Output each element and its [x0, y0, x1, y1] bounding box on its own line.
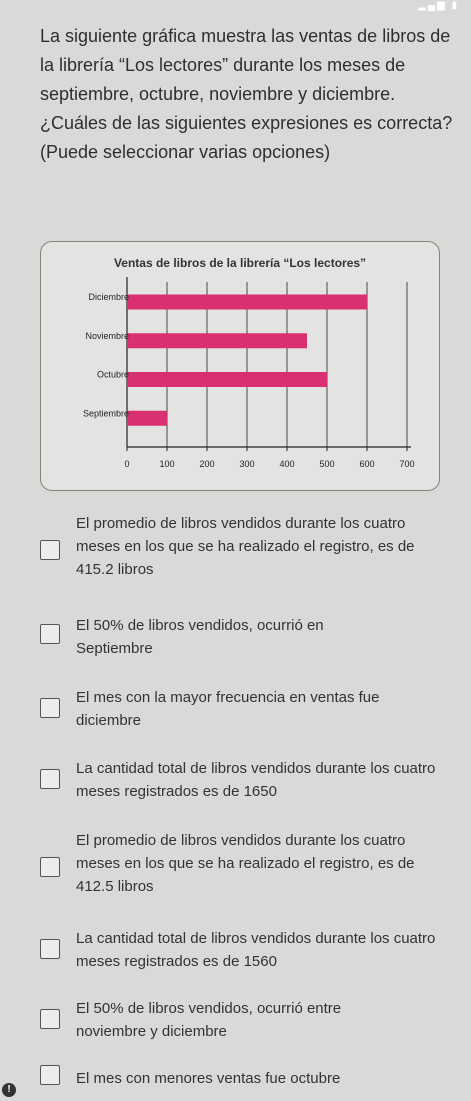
category-label: Octubre — [97, 370, 129, 380]
option-3-checkbox[interactable] — [40, 698, 60, 718]
bar-septiembre — [127, 410, 167, 426]
category-label: Septiembre — [83, 408, 129, 418]
option-6-checkbox[interactable] — [40, 939, 60, 959]
option-2-text: El 50% de libros vendidos, ocurrió en Se… — [76, 617, 324, 657]
category-label: Diciembre — [88, 292, 129, 302]
x-tick-label: 0 — [124, 459, 129, 469]
chart-title: Ventas de libros de la librería “Los lec… — [113, 256, 367, 270]
option-5-checkbox[interactable] — [40, 857, 60, 877]
option-2-checkbox[interactable] — [40, 624, 60, 644]
option-4-checkbox[interactable] — [40, 769, 60, 789]
bar-diciembre — [127, 294, 367, 310]
option-7-text: El 50% de libros vendidos, ocurrió entre… — [76, 1000, 342, 1040]
option-1-text: El promedio de libros vendidos durante l… — [76, 515, 415, 578]
x-tick-label: 500 — [319, 459, 334, 469]
option-5-text: El promedio de libros vendidos durante l… — [76, 832, 415, 895]
question-text: La siguiente gráfica muestra las ventas … — [40, 26, 453, 162]
category-label: Noviembre — [85, 331, 129, 341]
bar-noviembre — [127, 333, 307, 349]
option-6-text: La cantidad total de libros vendidos dur… — [76, 930, 436, 970]
bar-octubre — [127, 372, 327, 387]
alert-icon: ! — [2, 1083, 16, 1097]
option-8-checkbox[interactable] — [40, 1065, 60, 1085]
x-tick-label: 300 — [239, 459, 254, 469]
option-8-text: El mes con menores ventas fue octubre — [76, 1070, 341, 1087]
x-tick-label: 100 — [159, 459, 174, 469]
x-tick-label: 600 — [359, 459, 374, 469]
option-7-checkbox[interactable] — [40, 1009, 60, 1029]
chart-card: Ventas de libros de la librería “Los lec… — [40, 241, 440, 491]
option-4-text: La cantidad total de libros vendidos dur… — [76, 760, 436, 800]
option-3-text: El mes con la mayor frecuencia en ventas… — [76, 689, 380, 729]
option-1-checkbox[interactable] — [40, 540, 60, 560]
status-icons: ▂▄▆ ▮ — [418, 0, 459, 11]
bar-chart: 0 100 200 300 400 500 600 700 Diciembre Noviembre… — [83, 277, 415, 469]
x-tick-label: 700 — [399, 459, 414, 469]
x-tick-label: 200 — [199, 459, 214, 469]
x-tick-label: 400 — [279, 459, 294, 469]
